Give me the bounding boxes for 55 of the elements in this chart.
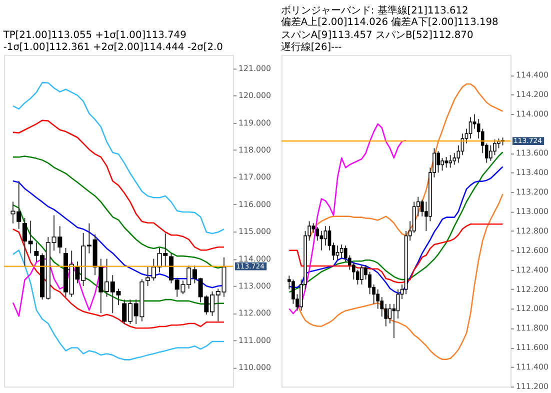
- line-series: [308, 83, 504, 240]
- line-series: [288, 223, 504, 284]
- line-series: [296, 193, 504, 360]
- candlestick: [436, 150, 440, 174]
- y-tick-label: 114.000: [238, 254, 272, 264]
- line-series: [12, 82, 225, 234]
- y-tick-label: 112.000: [238, 308, 272, 318]
- y-tick-label: 111.600: [516, 343, 549, 352]
- y-tick-label: 111.400: [516, 362, 549, 372]
- y-tick-label: 113.200: [516, 187, 549, 196]
- y-tick-label: 113.000: [516, 206, 549, 216]
- line-series: [12, 228, 225, 329]
- y-tick-label: 114.400: [516, 70, 549, 80]
- y-tick-label: 112.600: [516, 246, 549, 255]
- candlestick: [376, 288, 380, 310]
- candlestick: [497, 138, 500, 149]
- chart-subtitle: スパンA[9]113.457 スパンB[52]112.870 遅行線[26]---: [280, 30, 474, 53]
- y-tick-label: 119.000: [238, 118, 272, 128]
- candlestick: [360, 264, 364, 285]
- y-tick-label: 120.000: [238, 91, 272, 100]
- y-tick-label: 113.400: [516, 168, 549, 178]
- y-tick-label: 117.000: [238, 172, 272, 182]
- chart-title: TP[21.00]113.055 +1σ[1.00]113.749 -1σ[1.00]112.361 +2σ[2.00]114.444 -2σ[2.0: [2, 30, 223, 53]
- candlestick: [312, 222, 316, 234]
- candlestick: [324, 226, 328, 246]
- candlestick: [352, 262, 356, 280]
- y-tick-label: 112.000: [516, 304, 549, 314]
- y-tick-label: 113.600: [516, 148, 549, 158]
- y-tick-label: 116.000: [238, 200, 272, 209]
- y-tick-label: 111.800: [516, 324, 549, 333]
- candlestick: [388, 303, 392, 324]
- y-tick-label: 113.000: [238, 281, 272, 290]
- candlestick: [316, 226, 320, 242]
- y-tick-label: 112.200: [516, 284, 549, 294]
- candlestick: [444, 156, 448, 168]
- candlestick: [493, 138, 496, 156]
- y-tick-label: 118.000: [238, 145, 272, 154]
- y-tick-label: 114.000: [516, 110, 549, 119]
- candlestick: [340, 244, 344, 259]
- y-tick-label: 112.800: [516, 226, 549, 236]
- chart-title: ボリンジャーバンド: 基準線[21]113.612 偏差A上[2.00]114.026 偏差A下[2.00]113.198: [280, 4, 498, 28]
- candlestick: [468, 116, 472, 139]
- candlestick: [452, 152, 456, 166]
- y-tick-label: 115.000: [238, 227, 272, 236]
- y-tick-label: 111.200: [516, 382, 549, 392]
- y-tick-label: 114.200: [516, 90, 549, 100]
- y-tick-label: 110.000: [238, 363, 272, 372]
- line-series: [12, 249, 225, 360]
- y-tick-label: 111.000: [238, 336, 272, 345]
- line-series: [288, 123, 407, 314]
- candlestick: [368, 271, 372, 295]
- candlestick: [448, 154, 452, 168]
- y-tick-label: 121.000: [238, 64, 272, 73]
- y-tick-label: 112.400: [516, 265, 549, 274]
- line-series: [12, 120, 225, 251]
